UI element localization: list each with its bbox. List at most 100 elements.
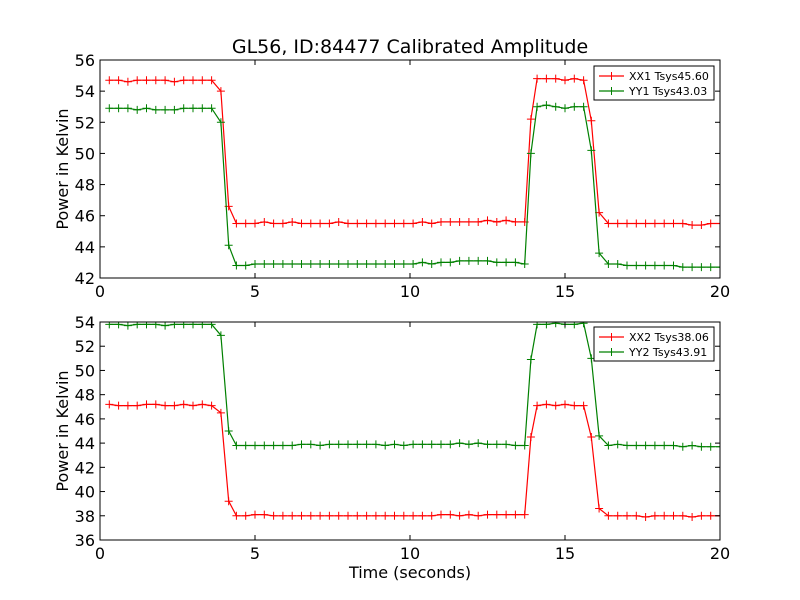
data-point	[455, 439, 464, 448]
data-point	[533, 401, 542, 410]
data-point	[526, 355, 535, 364]
data-point	[114, 401, 123, 410]
x-tick-label: 5	[250, 544, 260, 563]
data-point	[224, 427, 233, 435]
data-point	[353, 259, 362, 268]
y-axis-label: Power in Kelvin	[53, 370, 72, 491]
data-point	[533, 322, 542, 329]
data-point	[483, 256, 492, 265]
data-point	[502, 258, 511, 267]
data-point	[427, 440, 436, 449]
data-point	[688, 512, 697, 521]
data-point	[306, 219, 315, 228]
data-point	[483, 510, 492, 519]
data-point	[464, 217, 473, 226]
x-tick-label: 15	[555, 544, 575, 563]
data-point	[716, 263, 720, 272]
data-point	[678, 511, 687, 520]
data-point	[455, 256, 464, 265]
data-point	[381, 441, 390, 450]
data-point	[260, 259, 269, 268]
data-point	[133, 76, 142, 85]
plot-area	[105, 74, 720, 272]
data-point	[706, 219, 715, 228]
data-point	[446, 440, 455, 449]
data-point	[142, 104, 151, 113]
y-tick-label: 52	[75, 337, 95, 356]
data-point	[306, 511, 315, 520]
legend: XX2 Tsys38.06 YY2 Tsys43.91	[593, 326, 715, 362]
legend-label: XX2 Tsys38.06	[629, 331, 709, 344]
data-point	[678, 263, 687, 272]
data-point	[632, 219, 641, 228]
data-point	[161, 401, 170, 410]
data-point	[316, 511, 325, 520]
data-point	[344, 440, 352, 449]
data-point	[502, 440, 511, 449]
y-tick-label: 46	[75, 410, 95, 429]
data-point	[251, 441, 259, 450]
data-point	[446, 510, 455, 519]
data-point	[390, 511, 399, 520]
data-point	[604, 219, 613, 228]
legend-label: YY2 Tsys43.91	[628, 346, 707, 359]
data-point	[316, 441, 325, 450]
data-point	[533, 74, 542, 83]
legend-marker	[607, 333, 616, 341]
data-point	[325, 511, 334, 520]
data-point	[561, 76, 569, 85]
data-point	[641, 219, 650, 228]
data-point	[198, 104, 207, 113]
data-point	[542, 74, 551, 83]
data-point	[316, 219, 325, 228]
data-point	[151, 322, 160, 329]
data-point	[142, 322, 151, 329]
data-point	[587, 116, 596, 125]
data-point	[260, 217, 269, 226]
data-point	[623, 261, 631, 270]
data-point	[161, 76, 170, 85]
data-point	[123, 77, 132, 86]
data-point	[269, 219, 278, 228]
data-point	[613, 219, 622, 228]
y-tick-label: 48	[75, 176, 95, 195]
data-point	[650, 511, 659, 520]
data-point	[579, 401, 588, 410]
y-tick-label: 40	[75, 483, 95, 502]
data-point	[641, 512, 650, 521]
data-point	[437, 510, 445, 519]
data-point	[241, 441, 250, 450]
data-point	[706, 442, 715, 451]
data-point	[669, 219, 678, 228]
data-point	[170, 105, 179, 114]
data-point	[390, 259, 399, 268]
data-point	[189, 322, 197, 329]
data-point	[502, 216, 511, 225]
data-point	[189, 76, 197, 85]
data-point	[474, 217, 483, 226]
data-point	[455, 217, 464, 226]
data-point	[297, 219, 306, 228]
x-axis-label: Time (seconds)	[348, 563, 471, 582]
data-point	[151, 400, 160, 409]
data-point	[251, 510, 259, 519]
data-point	[579, 102, 588, 111]
data-point	[241, 261, 250, 270]
data-point	[297, 511, 306, 520]
data-point	[316, 259, 325, 268]
data-point	[260, 510, 269, 519]
data-point	[179, 322, 188, 329]
data-point	[650, 219, 659, 228]
data-point	[483, 216, 492, 225]
data-point	[418, 217, 427, 226]
data-point	[551, 401, 560, 410]
data-point	[306, 259, 315, 268]
data-point	[269, 441, 278, 450]
data-point	[114, 76, 123, 85]
y-tick-label: 46	[75, 207, 95, 226]
data-point	[381, 219, 390, 228]
data-point	[427, 259, 436, 268]
data-point	[570, 322, 579, 329]
data-point	[511, 441, 520, 450]
data-point	[464, 256, 473, 265]
